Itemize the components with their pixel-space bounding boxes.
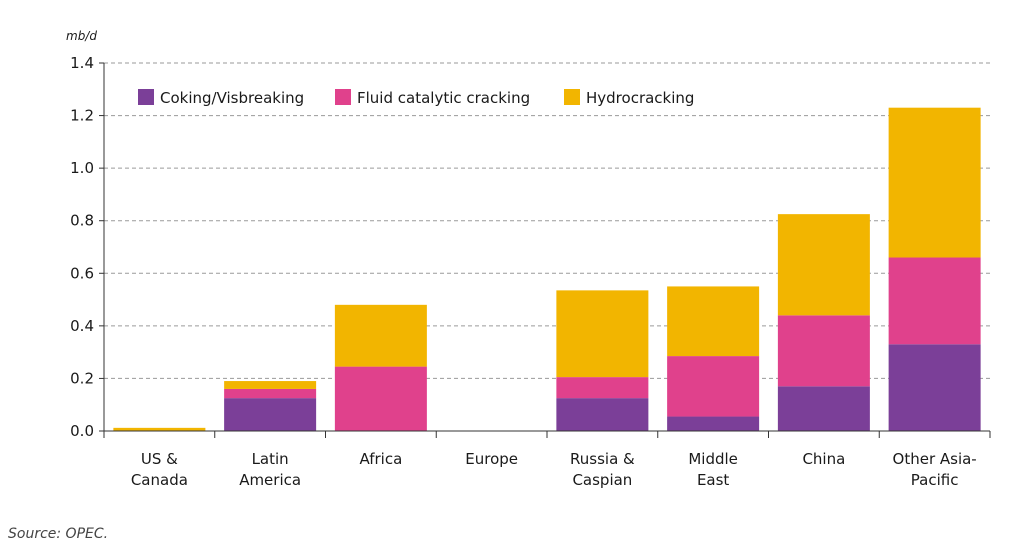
bar-segment — [556, 290, 649, 378]
x-category-label: Europe — [465, 450, 518, 468]
gridlines — [104, 62, 990, 379]
source-note: Source: OPEC. — [8, 526, 109, 542]
bars — [113, 107, 981, 431]
unit-label: mb/d — [66, 29, 97, 43]
x-category-label: Russia & Caspian — [570, 450, 635, 489]
x-category-label: Middle East — [688, 450, 738, 489]
y-tick-label: 0.8 — [70, 212, 94, 230]
y-tick-label: 0.2 — [70, 369, 94, 387]
legend-label: Hydrocracking — [586, 89, 694, 107]
y-tick-label: 0.4 — [70, 317, 94, 335]
bar-segment — [224, 388, 317, 399]
bar-segment — [888, 257, 981, 345]
bar-segment — [888, 344, 981, 431]
bar-segment — [667, 356, 760, 417]
legend-label: Fluid catalytic cracking — [357, 89, 530, 107]
bar-segment — [334, 304, 427, 367]
bar-segment — [888, 107, 981, 258]
x-category-label: US & Canada — [131, 450, 188, 489]
bar-segment — [556, 377, 649, 399]
bar-segment — [667, 416, 760, 431]
x-category-label: China — [802, 450, 845, 468]
bar-segment — [113, 427, 206, 431]
legend-swatch — [564, 89, 580, 105]
legend-label: Coking/Visbreaking — [160, 89, 304, 107]
bar-segment — [556, 398, 649, 431]
legend-swatch — [335, 89, 351, 105]
bar-segment — [777, 315, 870, 387]
bar-segment — [777, 386, 870, 431]
bar-segment — [667, 286, 760, 357]
x-category-label: Latin America — [239, 450, 301, 489]
y-tick-label: 1.0 — [70, 159, 94, 177]
axes: 0.0 0.2 0.4 0.6 0.8 1.0 1.2 1.4 US & Canada Latin A… — [70, 54, 991, 489]
legend: Coking/Visbreaking Fluid catalytic cracki… — [138, 89, 694, 107]
x-category-label: Other Asia-Pacific — [893, 450, 977, 489]
legend-swatch — [138, 89, 154, 105]
bar-segment — [334, 366, 427, 431]
bar-segment — [777, 214, 870, 316]
bar-segment — [224, 381, 317, 389]
y-tick-label: 0.0 — [70, 422, 94, 440]
y-tick-label: 0.6 — [70, 264, 94, 282]
bar-segment — [224, 398, 317, 431]
x-category-label: Africa — [359, 450, 402, 468]
y-tick-label: 1.4 — [70, 54, 94, 72]
y-tick-label: 1.2 — [70, 107, 94, 125]
